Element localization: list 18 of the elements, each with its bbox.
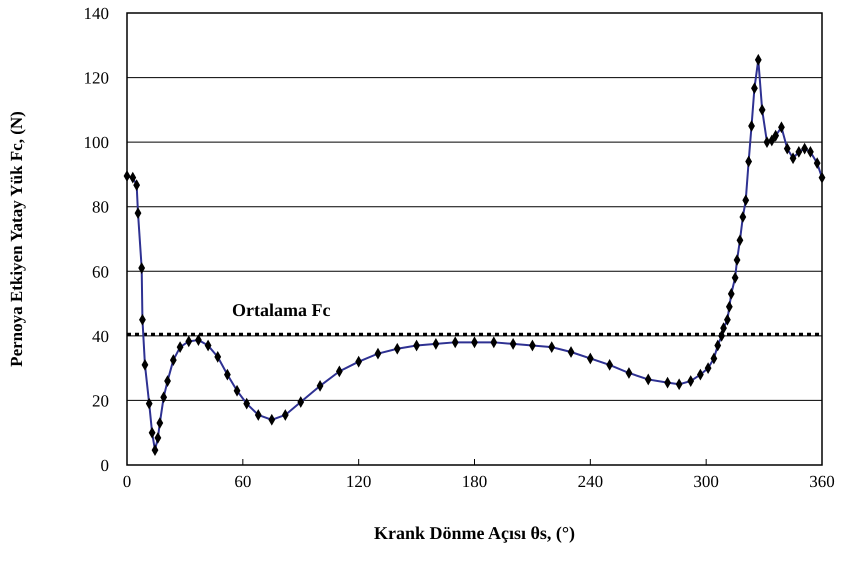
y-axis-title: Pernoya Etkiyen Yatay Yük Fc, (N) [7, 111, 26, 367]
x-tick-label: 60 [234, 472, 252, 491]
x-tick-label: 120 [346, 472, 372, 491]
x-tick-label: 300 [693, 472, 719, 491]
ref-line-label: Ortalama Fc [232, 300, 330, 320]
y-tick-label: 60 [92, 262, 109, 282]
x-tick-label: 360 [809, 472, 835, 491]
y-tick-label: 40 [92, 326, 109, 346]
x-tick-label: 0 [122, 472, 132, 491]
x-tick-label: 240 [578, 472, 604, 491]
y-tick-label: 100 [84, 133, 109, 152]
y-tick-label: 20 [92, 391, 109, 410]
y-tick-label: 80 [92, 198, 109, 217]
y-tick-label: 0 [100, 456, 109, 475]
x-tick-label: 180 [462, 472, 488, 491]
y-tick-label: 140 [84, 4, 109, 23]
x-axis-title: Krank Dönme Açısı θs, (°) [374, 523, 576, 543]
y-tick-label: 120 [84, 68, 109, 88]
